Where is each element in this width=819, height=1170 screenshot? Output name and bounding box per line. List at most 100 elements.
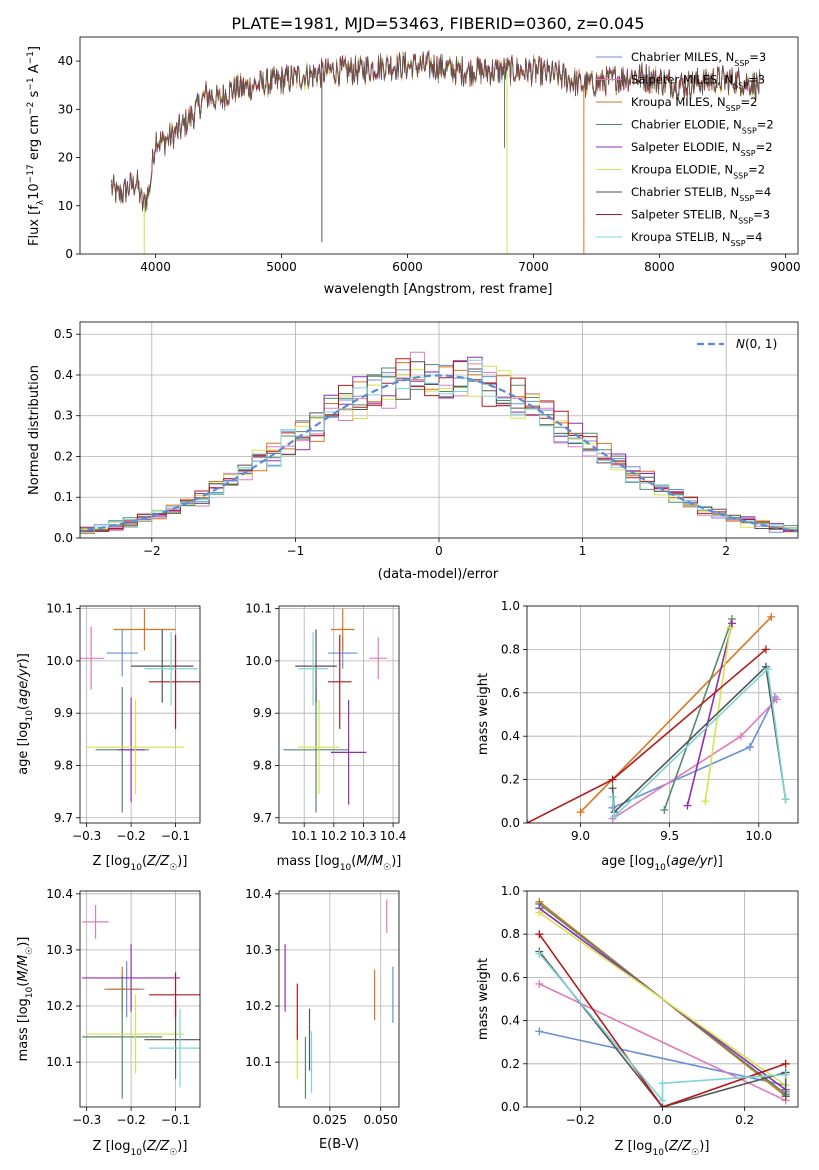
legend-text: =3 [748, 73, 765, 87]
x-tick-label: −0.2 [117, 1113, 146, 1127]
weight-line-5 [704, 627, 731, 802]
weight-line-6 [611, 665, 787, 814]
legend-text: =3 [749, 50, 766, 64]
y-tick-label: 10.3 [245, 943, 272, 957]
label-part: )] [177, 854, 187, 869]
axes-frame [79, 36, 799, 255]
label-part: ( [666, 854, 671, 869]
weight-marker-8 [610, 812, 619, 821]
weight-marker-5 [535, 908, 544, 917]
legend-sub: SSP [733, 171, 748, 180]
axes-frame [79, 890, 201, 1108]
y-tick-label: 0.4 [54, 368, 73, 382]
y-tick-label: 0.2 [501, 773, 520, 787]
legend-text: Kroupa STELIB, N [631, 230, 731, 244]
y-tick-label: 10.4 [46, 887, 73, 901]
weight-line-6 [538, 951, 787, 1107]
age-vs-Z-panel: −0.3 −0.2 −0.19.79.89.910.010.1Z [log10(Z/… [16, 602, 201, 873]
x-tick-label: 2 [722, 544, 730, 558]
x-tick-label: 10.4 [380, 829, 407, 843]
x-tick-label: 1 [579, 544, 587, 558]
y-tick-label: 10.3 [46, 943, 73, 957]
label-part: −1 [26, 77, 36, 90]
label-part: ] [27, 46, 42, 51]
x-tick-label: 0 [435, 544, 443, 558]
legend-label: Chabrier STELIB, NSSP=4 [631, 185, 771, 203]
label-part: ☉ [169, 863, 177, 873]
axes-frame [79, 605, 201, 824]
label-part: ☉ [25, 947, 35, 955]
legend-label: Chabrier ELODIE, NSSP=2 [631, 118, 774, 136]
legend-label: Salpeter MILES, NSSP=3 [631, 73, 765, 91]
x-tick-label: −0.2 [566, 1113, 595, 1127]
y-axis-label: Flux [fλ10−17 erg cm−2 s−1 A−1] [26, 46, 46, 246]
plot-area [527, 606, 798, 823]
residual-panel: −2 −1 0 1 2 0.0 0.1 0.2 0.3 0.4 0.5 (data-model)/er… [27, 321, 799, 582]
y-tick-label: 9.8 [253, 758, 272, 772]
y-tick-label: 40 [58, 54, 73, 68]
weight-marker-7 [761, 645, 770, 654]
legend-sub: SSP [734, 59, 749, 68]
legend-sub: SSP [733, 81, 748, 90]
weight-marker-1 [535, 979, 544, 988]
y-tick-label: 0.3 [54, 409, 73, 423]
weight-marker-8 [608, 792, 617, 801]
weight-marker-8 [781, 795, 790, 804]
label-part: 10 [27, 183, 42, 200]
x-tick-label: 4000 [140, 260, 171, 274]
y-axis-label: mass weight [476, 673, 491, 755]
weight-marker-8 [658, 1079, 667, 1088]
y-axis-label: mass [log10(M/M☉)] [16, 937, 35, 1062]
y-tick-label: 0.2 [501, 1057, 520, 1071]
label-part: N [736, 337, 745, 351]
label-part: Flux [f [27, 205, 42, 246]
legend-text: Chabrier ELODIE, N [631, 118, 742, 132]
legend-sub: SSP [726, 104, 741, 113]
y-tick-label: 10.2 [46, 999, 73, 1013]
y-tick-label: 1.0 [501, 599, 520, 613]
x-axis-label: (data-model)/error [378, 567, 499, 582]
label-part: −17 [26, 164, 36, 183]
gaussian-reference [80, 374, 798, 532]
legend-text: Salpeter ELODIE, N [631, 140, 741, 154]
label-part: ( [142, 854, 147, 869]
y-tick-label: 10.4 [245, 887, 272, 901]
y-tick-label: 9.9 [54, 706, 73, 720]
label-part: age/yr [16, 662, 31, 705]
label-part: age [log [16, 722, 31, 775]
weight-marker-6 [608, 784, 617, 793]
y-tick-label: 0.0 [501, 1100, 520, 1114]
legend-sub: SSP [731, 239, 746, 248]
x-tick-label: −0.3 [72, 829, 101, 843]
y-tick-label: 0.8 [501, 927, 520, 941]
weight-marker-4 [728, 619, 737, 628]
label-part: ☉ [169, 1148, 177, 1158]
x-axis-label: Z [log10(Z/Z☉)] [93, 1139, 188, 1158]
plot-area [111, 49, 761, 254]
y-tick-label: 10.0 [46, 654, 73, 668]
x-tick-label: −0.2 [117, 829, 146, 843]
label-part: λ [36, 199, 46, 205]
weight-marker-8 [658, 1096, 667, 1105]
x-tick-label: 9000 [770, 260, 801, 274]
label-part: 10 [25, 710, 35, 722]
label-part: Z [log [93, 854, 131, 869]
x-axis-label: Z [log10(Z/Z☉)] [615, 1139, 710, 1158]
plot-area [279, 606, 399, 823]
y-tick-label: 0.0 [54, 531, 73, 545]
y-tick-label: 9.8 [54, 758, 73, 772]
weight-marker-5 [726, 623, 735, 632]
legend-text: =4 [754, 185, 771, 199]
weight-marker-4 [683, 801, 692, 810]
legend-sub: SSP [741, 149, 756, 158]
weight-line-8 [611, 667, 787, 819]
label-part: 10 [652, 1148, 664, 1158]
x-tick-label: 5000 [266, 260, 297, 274]
spectrum-panel: 4000 5000 6000 7000 8000 9000 0 10 20 30 40 wavelen… [26, 36, 801, 297]
label-part: )] [177, 1139, 187, 1154]
plot-area [80, 606, 200, 823]
y-tick-label: 0.4 [501, 729, 520, 743]
label-part: 10 [130, 863, 142, 873]
axes-frame [79, 321, 799, 539]
